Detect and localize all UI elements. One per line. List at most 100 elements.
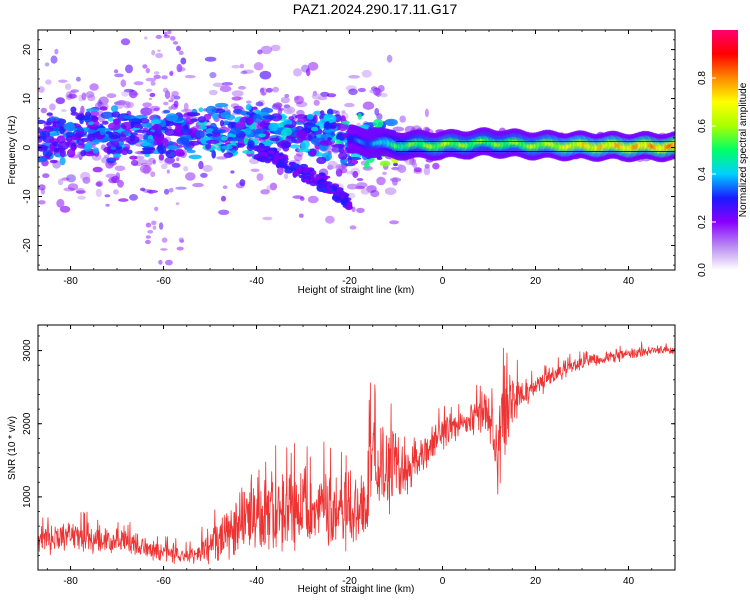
spectrogram-cell	[96, 136, 103, 140]
spectrogram-cell	[288, 161, 295, 166]
spectrogram-cell	[346, 183, 358, 190]
spectrogram-cell	[258, 155, 266, 161]
spectrogram-cell	[164, 128, 176, 136]
spectrogram-cell	[140, 162, 153, 167]
spectrogram-cell	[344, 102, 355, 108]
spectrogram-cell	[357, 112, 362, 120]
spectrogram-cell	[70, 127, 78, 131]
spectrogram-cell	[209, 72, 217, 79]
spectrogram-cell	[150, 171, 156, 178]
spectrogram-cell	[87, 94, 96, 102]
spectrogram-cell	[176, 246, 184, 251]
spectrogram-cell	[412, 162, 418, 169]
colorbar-tick-label: 0.8	[697, 71, 708, 85]
spectrogram-cell	[332, 185, 338, 192]
spectrogram-cell	[145, 88, 153, 93]
spectrogram-cell	[49, 103, 56, 111]
spectrogram-cell	[253, 62, 264, 71]
spectrogram-cell	[259, 123, 268, 128]
spectrogram-cell	[297, 117, 307, 123]
spectrogram-cell	[219, 85, 232, 93]
spectrogram-cell	[230, 170, 235, 174]
spectrogram-cell	[99, 128, 106, 136]
spectrogram-cell	[167, 30, 172, 35]
spectrogram-cell	[45, 121, 52, 126]
spectrogram-x-axis-label: Height of straight line (km)	[298, 285, 415, 296]
spectrogram-cell	[165, 113, 179, 122]
x-tick-label: 40	[623, 276, 635, 287]
spectrogram-cell	[120, 121, 134, 130]
spectrogram-cell	[102, 120, 109, 125]
spectrogram-cell	[116, 100, 127, 106]
spectrogram-cell	[57, 178, 64, 186]
spectrogram-cell	[140, 142, 151, 147]
spectrogram-cell	[247, 140, 255, 149]
spectrogram-cell	[160, 248, 168, 251]
spectrogram-cell	[67, 183, 79, 191]
spectrogram-cell	[186, 112, 201, 117]
spectrogram-cell	[341, 120, 350, 125]
spectrogram-cell	[150, 81, 156, 86]
spectrogram-cell	[145, 222, 152, 228]
spectrogram-cell	[155, 34, 162, 39]
spectrogram-cell	[298, 213, 304, 218]
x-tick-label: 0	[440, 276, 446, 287]
spectrogram-cell	[244, 127, 252, 135]
spectrogram-cell	[392, 126, 405, 132]
spectrogram-cell	[257, 49, 263, 55]
spectrogram-cell	[140, 122, 153, 128]
spectrogram-cell	[50, 55, 58, 64]
spectrogram-cell	[184, 75, 196, 79]
spectrogram-cell	[176, 137, 190, 146]
spectrogram-cell	[118, 198, 129, 202]
spectrogram-cell	[221, 136, 228, 141]
spectrogram-cell	[170, 94, 176, 101]
spectrogram-cell	[61, 177, 70, 181]
spectrogram-cell	[145, 68, 150, 74]
spectrogram-cell	[152, 124, 162, 130]
spectrogram-cell	[133, 81, 144, 86]
spectrogram-cell	[161, 75, 168, 80]
spectrogram-cell	[413, 167, 422, 173]
spectrogram-cell	[152, 225, 157, 230]
spectrogram-cell	[319, 118, 325, 123]
spectrogram-cell	[184, 146, 193, 151]
spectrogram-cell	[45, 79, 52, 85]
colorbar: 0.0 0.2 0.4 0.6 0.8 Normalized spectral ampl…	[697, 30, 749, 277]
spectrogram-cell	[307, 61, 319, 71]
spectrogram-cell	[223, 152, 234, 159]
spectrogram-cell	[141, 147, 155, 151]
spectrogram-cell	[283, 106, 296, 115]
spectrogram-cell	[212, 82, 225, 88]
spectrogram-cell	[260, 87, 265, 93]
spectrogram-cell	[320, 110, 325, 116]
snr-x-axis-label: Height of straight line (km)	[298, 584, 415, 595]
colorbar-ramp	[712, 30, 738, 270]
spectrogram-cell	[54, 48, 59, 55]
spectrogram-cell	[100, 111, 114, 120]
spectrogram-cell	[139, 164, 152, 174]
x-tick-label: -40	[249, 276, 264, 287]
spectrogram-cell	[134, 129, 148, 133]
spectrogram-cell	[181, 108, 193, 113]
spectrogram-cell	[70, 106, 77, 113]
colorbar-tick-label: 0.2	[697, 215, 708, 229]
spectrogram-cell	[432, 162, 440, 170]
spectrogram-cell	[231, 96, 242, 101]
spectrogram-cell	[58, 79, 68, 83]
spectrogram-cell	[333, 191, 339, 195]
spectrogram-cell	[52, 121, 57, 128]
spectrogram-cell	[70, 89, 79, 93]
colorbar-tick-label: 0.0	[697, 263, 708, 277]
spectrogram-cell	[129, 134, 136, 142]
spectrogram-cell	[303, 178, 310, 183]
spectrogram-cell	[238, 96, 244, 100]
spectrogram-cell	[252, 114, 262, 123]
spectrogram-cell	[175, 202, 180, 206]
spectrogram-cell	[106, 93, 117, 99]
spectrogram-cell	[120, 38, 131, 46]
spectrogram-cell	[352, 170, 359, 179]
spectrogram-cell	[399, 115, 407, 123]
spectrogram-cell	[283, 119, 293, 126]
